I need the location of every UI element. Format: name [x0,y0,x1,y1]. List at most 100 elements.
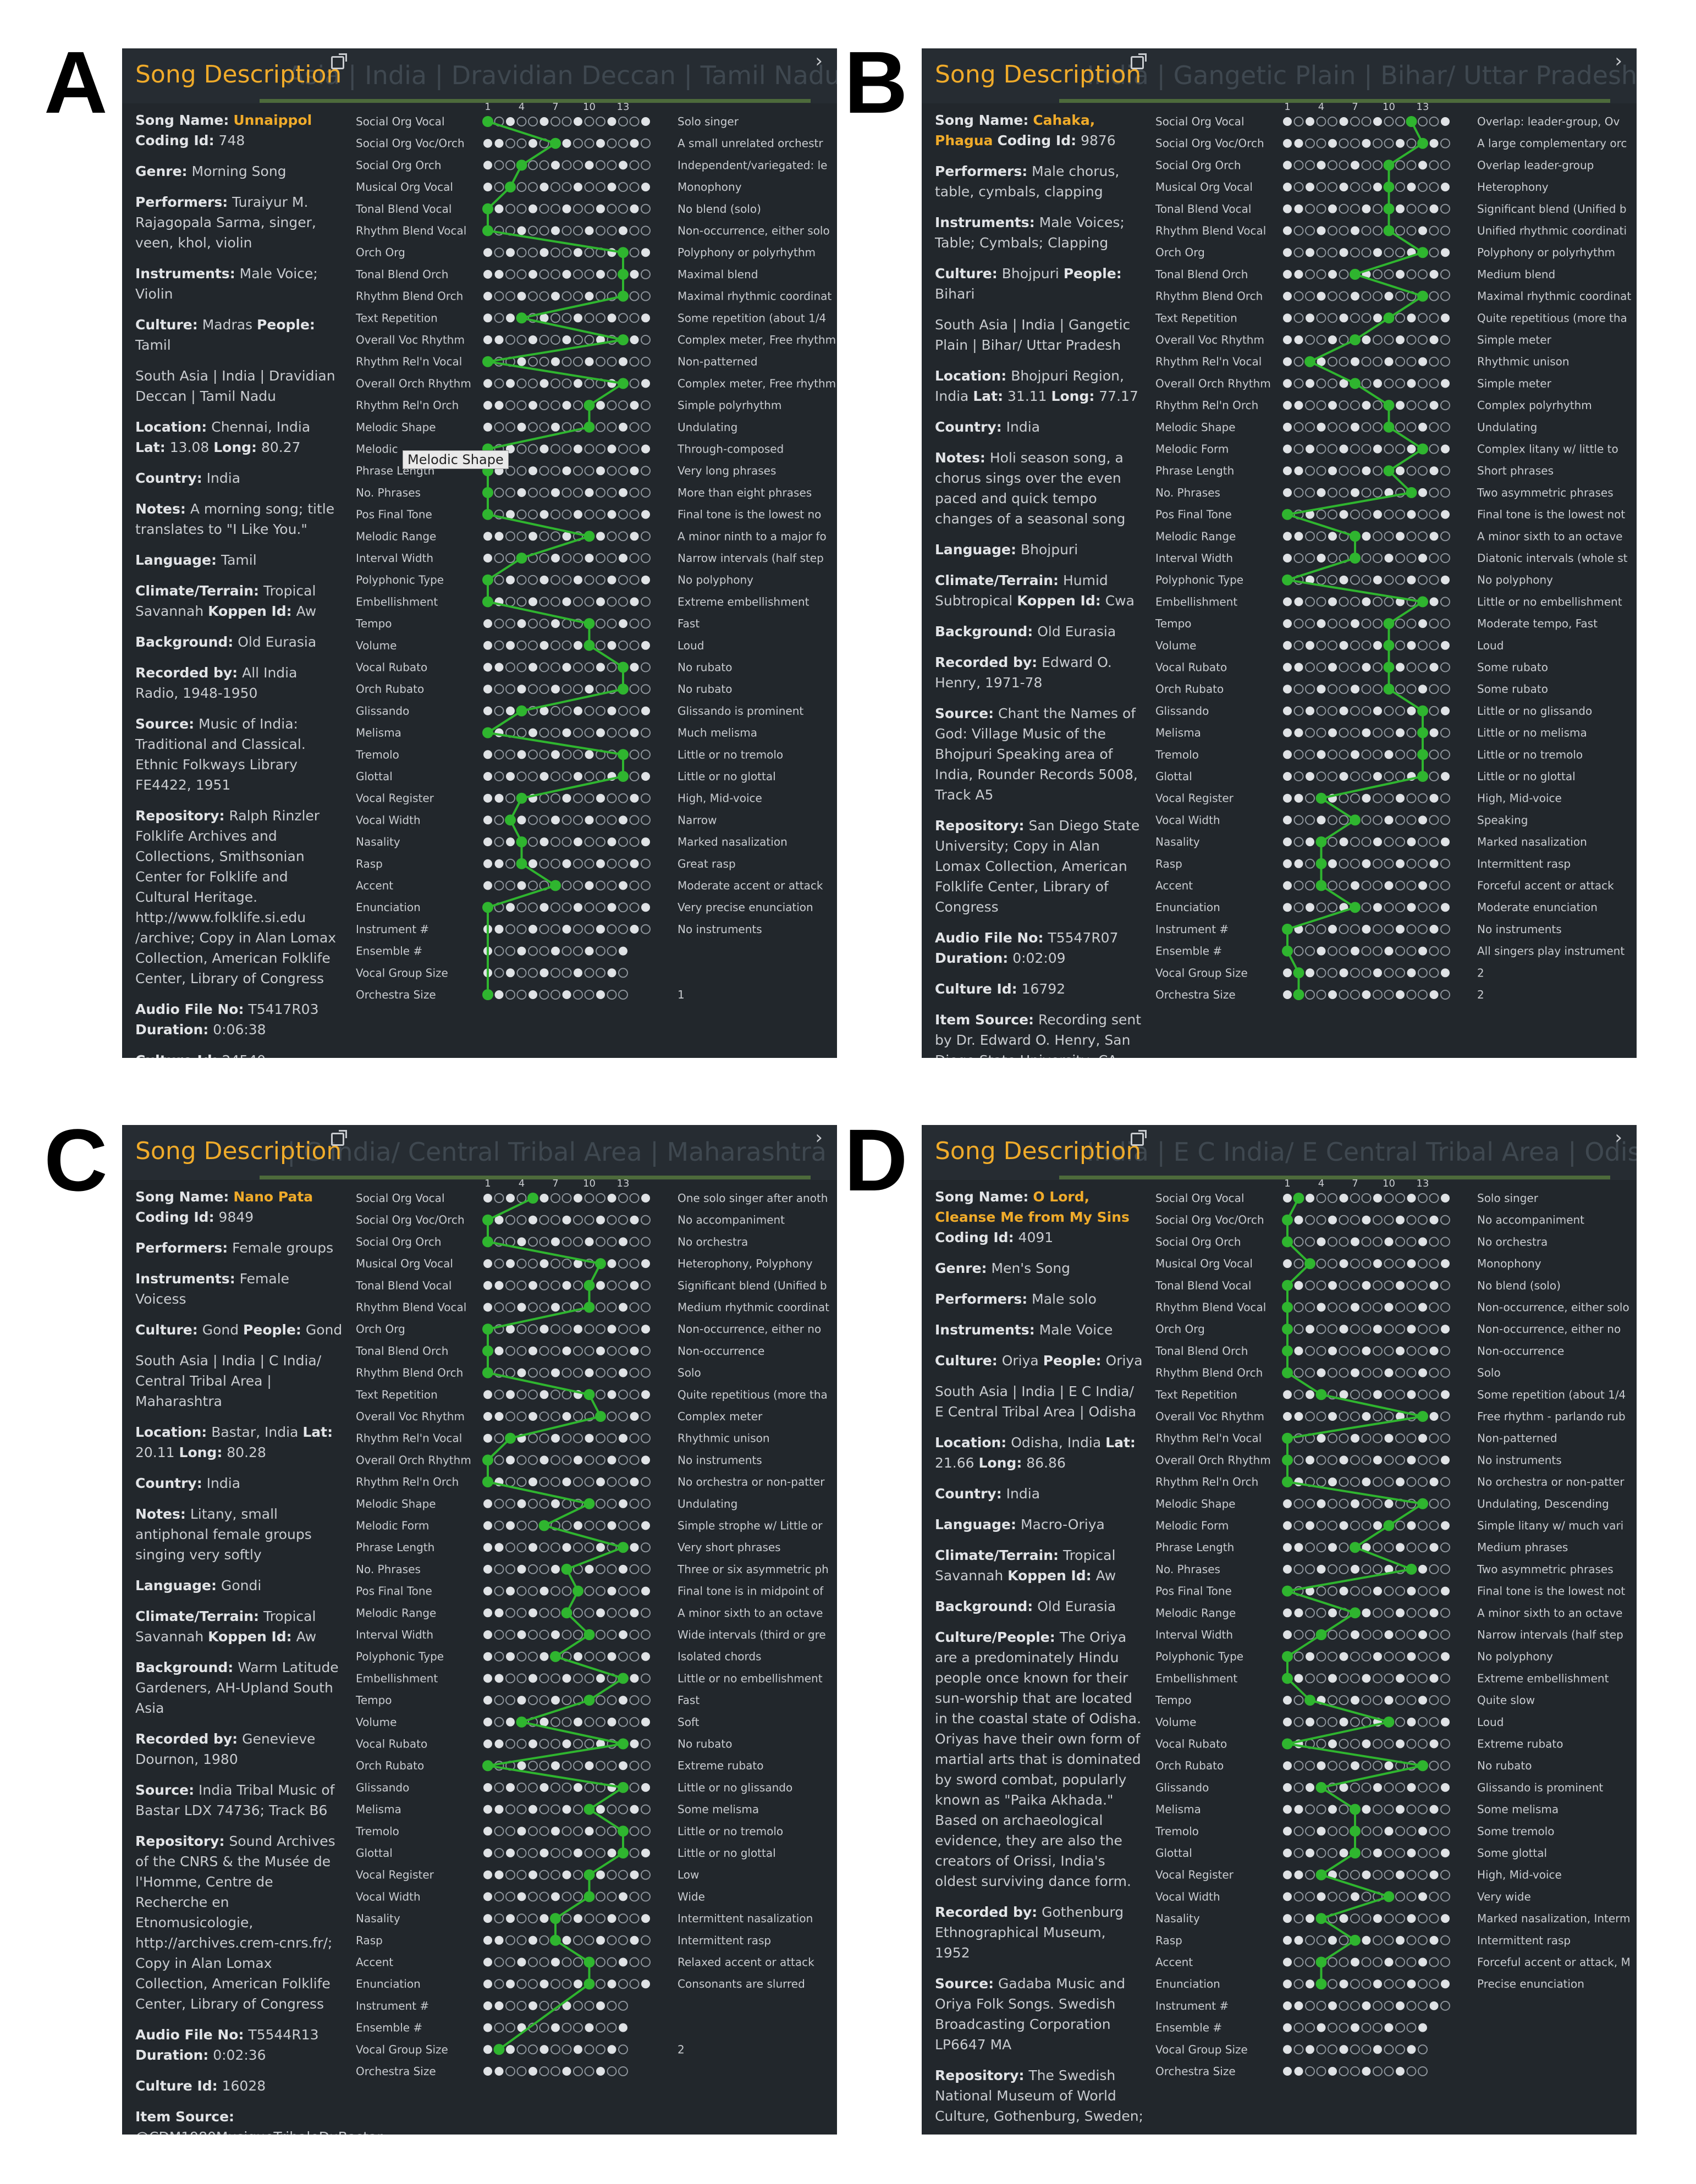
option-dot[interactable] [494,269,504,279]
option-dot[interactable] [641,1673,651,1684]
option-dot[interactable] [1328,815,1337,825]
option-dot[interactable] [561,946,572,956]
option-dot[interactable] [1418,1477,1428,1487]
option-dot[interactable] [505,2066,515,2076]
option-dot[interactable] [1316,1455,1326,1465]
option-dot[interactable] [1316,771,1326,781]
option-dot[interactable] [1373,400,1383,411]
option-dot[interactable] [1384,1345,1394,1356]
option-dot[interactable] [1350,662,1360,672]
option-dot[interactable] [1384,946,1394,956]
option-dot[interactable] [1373,1390,1382,1399]
option-dot[interactable] [1362,1281,1371,1290]
option-dot[interactable] [1384,1979,1394,1989]
parameter-label[interactable]: Vocal Register [1155,792,1234,805]
option-dot[interactable] [1361,2022,1372,2033]
option-dot[interactable] [629,1520,640,1531]
option-dot[interactable] [505,160,515,170]
option-dot[interactable] [1441,706,1450,715]
option-dot[interactable] [1429,1717,1439,1727]
option-dot[interactable] [494,1935,504,1945]
option-dot[interactable] [1407,837,1416,847]
option-dot[interactable] [1283,2001,1292,2010]
option-dot[interactable] [1396,1870,1405,1879]
option-dot[interactable] [596,2067,605,2076]
option-dot[interactable] [1406,422,1417,432]
option-dot[interactable] [1351,2023,1359,2032]
option-dot[interactable] [483,313,492,323]
option-dot[interactable] [1350,247,1360,258]
selected-dot[interactable] [1350,378,1361,389]
option-dot[interactable] [550,858,560,869]
selected-dot[interactable] [1315,1389,1327,1400]
option-dot[interactable] [1361,1455,1372,1465]
parameter-label[interactable]: Musical Org Vocal [356,180,453,194]
option-dot[interactable] [1395,946,1405,956]
selected-dot[interactable] [1350,814,1361,826]
option-dot[interactable] [528,1913,538,1924]
parameter-label[interactable]: Rasp [356,857,383,870]
option-dot[interactable] [1328,1520,1337,1531]
option-dot[interactable] [629,225,640,236]
parameter-label[interactable]: Rhythm Blend Vocal [1155,1301,1266,1314]
option-dot[interactable] [528,291,538,301]
parameter-label[interactable]: Vocal Width [356,1890,421,1903]
option-dot[interactable] [641,313,650,323]
option-dot[interactable] [641,269,651,279]
option-dot[interactable] [1339,968,1348,978]
option-dot[interactable] [494,247,504,258]
option-dot[interactable] [584,1586,594,1596]
option-dot[interactable] [573,1433,583,1443]
option-dot[interactable] [1361,749,1372,760]
option-dot[interactable] [517,488,526,497]
option-dot[interactable] [1350,858,1360,869]
option-dot[interactable] [1293,553,1304,563]
option-dot[interactable] [494,1543,504,1552]
option-dot[interactable] [629,1891,640,1902]
parameter-label[interactable]: Enunciation [356,1977,421,1990]
option-dot[interactable] [539,1477,549,1487]
option-dot[interactable] [641,772,650,781]
option-dot[interactable] [573,1542,583,1553]
option-dot[interactable] [1361,1193,1372,1203]
option-dot[interactable] [1373,1673,1383,1684]
option-dot[interactable] [1328,1455,1337,1465]
option-dot[interactable] [1306,1521,1314,1530]
option-dot[interactable] [618,597,628,607]
option-dot[interactable] [1339,1783,1348,1792]
parameter-label[interactable]: Polyphonic Type [1155,1650,1243,1663]
option-dot[interactable] [1406,2000,1417,2011]
parameter-label[interactable]: Social Org Vocal [356,1192,445,1205]
option-dot[interactable] [539,444,549,454]
selected-dot[interactable] [482,487,493,498]
option-dot[interactable] [1429,749,1439,760]
option-dot[interactable] [483,161,492,170]
option-dot[interactable] [550,1804,560,1815]
selected-dot[interactable] [618,683,629,695]
option-dot[interactable] [539,1783,549,1792]
parameter-label[interactable]: Glottal [356,770,393,783]
option-dot[interactable] [1350,1520,1360,1531]
option-dot[interactable] [584,1477,594,1487]
option-dot[interactable] [1395,225,1405,236]
selected-dot[interactable] [1315,1782,1327,1793]
parameter-label[interactable]: Overall Orch Rhythm [1155,377,1271,390]
option-dot[interactable] [619,1696,627,1705]
option-dot[interactable] [1429,1543,1439,1552]
option-dot[interactable] [528,837,538,847]
option-dot[interactable] [641,1891,651,1902]
option-dot[interactable] [1373,706,1382,715]
selected-dot[interactable] [595,1411,606,1422]
selected-dot[interactable] [1293,1193,1304,1204]
option-dot[interactable] [596,1455,605,1465]
option-dot[interactable] [1406,203,1417,214]
option-dot[interactable] [1418,1717,1428,1727]
option-dot[interactable] [483,641,492,650]
option-dot[interactable] [641,531,651,542]
selected-dot[interactable] [1282,1673,1293,1684]
option-dot[interactable] [1406,335,1417,345]
option-dot[interactable] [494,1891,504,1902]
option-dot[interactable] [1395,968,1405,978]
option-dot[interactable] [1316,2044,1326,2055]
option-dot[interactable] [494,1324,504,1334]
